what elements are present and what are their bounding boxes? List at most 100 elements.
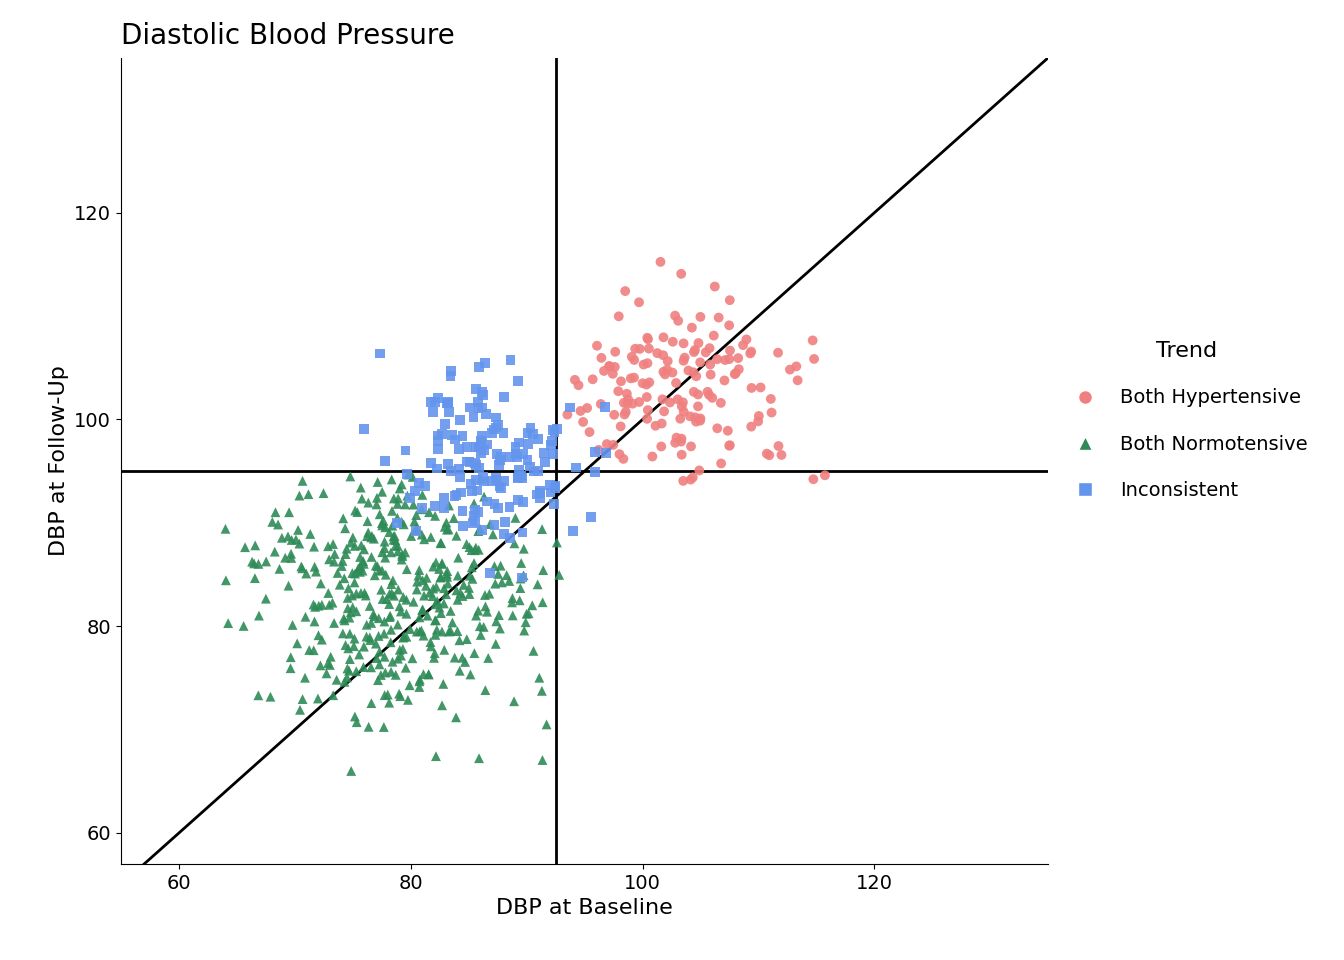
Both Hypertensive (663, 334, 684, 349)
Inconsistent (409, 475, 430, 491)
Both Normotensive (358, 495, 379, 511)
Both Normotensive (310, 632, 332, 647)
Both Normotensive (476, 604, 497, 619)
Both Normotensive (403, 594, 425, 610)
Both Normotensive (452, 650, 473, 665)
Both Hypertensive (637, 330, 659, 346)
Both Normotensive (394, 629, 415, 644)
Both Normotensive (366, 636, 387, 651)
Both Hypertensive (673, 336, 695, 351)
Both Normotensive (353, 586, 375, 601)
Both Hypertensive (672, 395, 694, 410)
Both Hypertensive (750, 380, 771, 396)
Both Normotensive (394, 496, 415, 512)
Both Normotensive (387, 651, 409, 666)
Both Normotensive (458, 540, 480, 555)
Both Normotensive (308, 691, 329, 707)
Both Hypertensive (564, 372, 586, 388)
Both Normotensive (300, 526, 321, 541)
Both Normotensive (286, 636, 308, 651)
Both Normotensive (521, 598, 543, 613)
Both Hypertensive (637, 355, 659, 371)
Both Hypertensive (718, 423, 739, 439)
Both Normotensive (509, 592, 531, 608)
Both Normotensive (382, 503, 403, 518)
Both Hypertensive (767, 439, 789, 454)
Both Normotensive (489, 621, 511, 636)
Both Normotensive (345, 604, 367, 619)
Both Hypertensive (641, 449, 663, 465)
Both Normotensive (426, 593, 448, 609)
Both Normotensive (371, 484, 392, 499)
Both Hypertensive (770, 447, 792, 463)
Both Normotensive (324, 554, 345, 569)
Both Hypertensive (638, 341, 660, 356)
Both Normotensive (456, 537, 477, 552)
Both Normotensive (387, 582, 409, 597)
Both Normotensive (461, 542, 482, 558)
Both Normotensive (501, 594, 523, 610)
Both Normotensive (384, 539, 406, 554)
Both Normotensive (485, 636, 507, 652)
Both Normotensive (310, 597, 332, 612)
Both Normotensive (516, 606, 538, 621)
Both Normotensive (411, 602, 433, 617)
Both Normotensive (532, 594, 554, 610)
Both Normotensive (406, 624, 427, 639)
Both Normotensive (379, 695, 401, 710)
Inconsistent (437, 395, 458, 410)
Inconsistent (511, 468, 532, 484)
Both Hypertensive (602, 437, 624, 452)
Inconsistent (426, 461, 448, 476)
Inconsistent (532, 445, 554, 461)
Both Hypertensive (650, 416, 672, 431)
Both Hypertensive (614, 407, 636, 422)
Both Normotensive (335, 520, 356, 536)
Both Normotensive (370, 507, 391, 522)
Inconsistent (500, 352, 521, 368)
Both Hypertensive (680, 439, 702, 454)
Both Normotensive (379, 596, 401, 612)
Both Normotensive (446, 592, 468, 608)
Both Normotensive (464, 542, 485, 558)
Both Hypertensive (689, 309, 711, 324)
Both Hypertensive (732, 337, 754, 352)
Both Hypertensive (758, 447, 780, 463)
Both Normotensive (448, 550, 469, 565)
Both Normotensive (341, 565, 363, 581)
Both Hypertensive (610, 419, 632, 434)
Both Hypertensive (610, 373, 632, 389)
Both Normotensive (363, 531, 384, 546)
Both Hypertensive (661, 365, 683, 380)
Both Normotensive (344, 565, 366, 581)
Both Normotensive (387, 496, 409, 512)
Both Normotensive (319, 597, 340, 612)
Both Normotensive (425, 612, 446, 628)
Both Normotensive (360, 549, 382, 564)
Both Normotensive (425, 627, 446, 642)
Inconsistent (508, 435, 530, 450)
Both Normotensive (531, 521, 552, 537)
Both Normotensive (430, 536, 452, 551)
Both Normotensive (324, 546, 345, 562)
Inconsistent (452, 503, 473, 518)
Both Hypertensive (637, 331, 659, 347)
Inconsistent (427, 391, 449, 406)
Text: Diastolic Blood Pressure: Diastolic Blood Pressure (121, 22, 454, 50)
Inconsistent (452, 518, 473, 534)
Both Normotensive (364, 609, 386, 624)
Both Normotensive (454, 655, 476, 670)
Both Normotensive (317, 656, 339, 671)
Inconsistent (516, 452, 538, 468)
Inconsistent (458, 454, 480, 469)
Both Hypertensive (719, 318, 741, 333)
Inconsistent (469, 359, 491, 374)
Inconsistent (473, 387, 495, 402)
Both Normotensive (340, 468, 362, 484)
Both Hypertensive (786, 359, 808, 374)
Both Normotensive (409, 672, 430, 687)
Both Normotensive (356, 617, 378, 633)
Inconsistent (507, 373, 528, 389)
Both Hypertensive (579, 424, 601, 440)
Inconsistent (472, 400, 493, 416)
